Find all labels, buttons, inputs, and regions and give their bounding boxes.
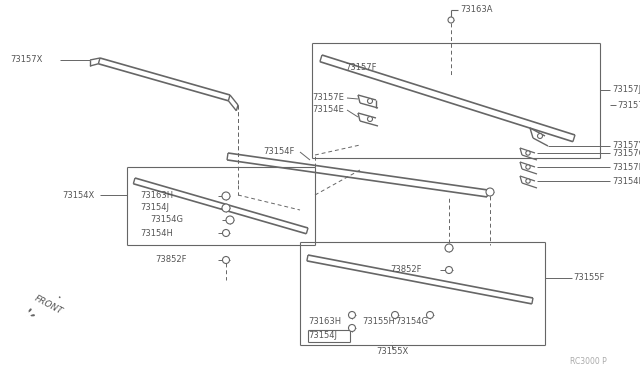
Text: 73155X: 73155X <box>376 347 408 356</box>
Text: 73852F: 73852F <box>155 256 186 264</box>
Text: 73154X: 73154X <box>62 190 94 199</box>
Text: 73163H: 73163H <box>308 317 341 327</box>
Text: 73157Y: 73157Y <box>612 141 640 151</box>
Circle shape <box>448 17 454 23</box>
Circle shape <box>226 216 234 224</box>
Text: RC3000 P: RC3000 P <box>570 357 607 366</box>
Text: FRONT: FRONT <box>33 294 64 317</box>
Text: 73154E: 73154E <box>312 106 344 115</box>
Circle shape <box>367 116 372 122</box>
Text: 73157X: 73157X <box>10 55 42 64</box>
Text: 73157F: 73157F <box>345 64 376 73</box>
Circle shape <box>526 179 530 183</box>
Text: 73157J: 73157J <box>612 86 640 94</box>
Circle shape <box>392 311 399 318</box>
Circle shape <box>538 134 543 138</box>
Text: 73154H: 73154H <box>140 228 173 237</box>
Text: 73154J: 73154J <box>308 331 337 340</box>
Text: 73154G: 73154G <box>395 317 428 327</box>
Circle shape <box>367 99 372 103</box>
Text: 73157E: 73157E <box>612 163 640 171</box>
Circle shape <box>445 244 453 252</box>
Text: 73154J: 73154J <box>140 203 169 212</box>
Circle shape <box>223 257 230 263</box>
Circle shape <box>222 204 230 212</box>
Text: 73154EA: 73154EA <box>612 176 640 186</box>
Text: 73163H: 73163H <box>140 192 173 201</box>
Text: 73157G: 73157G <box>612 148 640 157</box>
Circle shape <box>526 165 530 169</box>
Circle shape <box>223 230 230 237</box>
Circle shape <box>349 311 355 318</box>
Text: 73154F: 73154F <box>263 148 294 157</box>
Text: 73157E: 73157E <box>312 93 344 103</box>
Circle shape <box>222 192 230 200</box>
Text: 73163A: 73163A <box>460 6 493 15</box>
Text: 73155H: 73155H <box>362 317 395 327</box>
Circle shape <box>526 151 530 155</box>
Text: 73157X: 73157X <box>617 100 640 109</box>
Circle shape <box>426 311 433 318</box>
Text: 73155F: 73155F <box>573 273 604 282</box>
Circle shape <box>349 324 355 331</box>
Text: 73154G: 73154G <box>150 215 183 224</box>
Circle shape <box>445 266 452 273</box>
Text: 73852F: 73852F <box>390 266 422 275</box>
Circle shape <box>486 188 494 196</box>
